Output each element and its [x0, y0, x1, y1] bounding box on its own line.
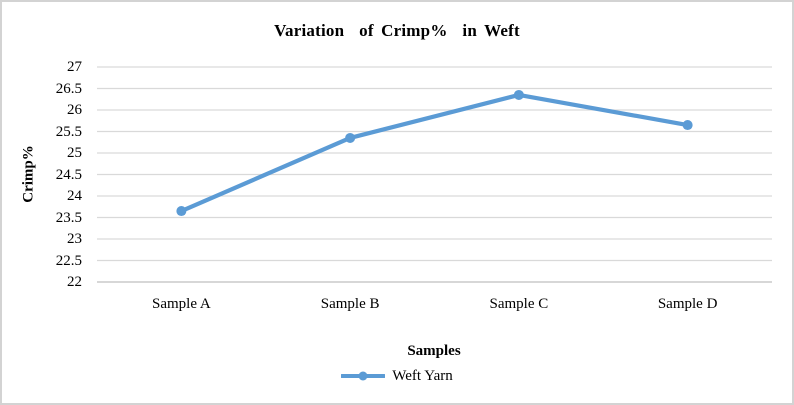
x-tick-label: Sample A — [152, 296, 211, 312]
y-tick-label: 26 — [67, 102, 82, 118]
data-point — [682, 120, 693, 131]
y-tick-label: 27 — [67, 59, 82, 75]
x-axis-title: Samples — [407, 343, 461, 359]
y-tick-label: 22 — [67, 274, 82, 290]
legend-line-marker-icon — [341, 371, 386, 381]
x-tick-label: Sample D — [657, 296, 718, 312]
x-tick-label: Sample C — [489, 296, 549, 312]
y-tick-label: 25 — [67, 145, 82, 161]
chart-title: Variation of Crimp% in Weft — [274, 21, 520, 40]
data-point — [513, 89, 524, 100]
legend: Weft Yarn — [2, 367, 792, 385]
y-tick-label: 26.5 — [55, 80, 82, 97]
y-tick-label: 22.5 — [55, 252, 82, 269]
legend-dot — [358, 371, 368, 381]
legend-label: Weft Yarn — [392, 368, 453, 384]
y-tick-label: 24 — [67, 188, 82, 204]
x-tick-label: Sample B — [320, 296, 380, 312]
y-tick-label: 25.5 — [55, 123, 82, 140]
data-point — [345, 132, 356, 143]
data-point — [176, 206, 187, 217]
plot-area — [97, 66, 772, 283]
y-tick-label: 24.5 — [55, 166, 82, 183]
y-tick-label: 23 — [67, 231, 82, 247]
y-tick-label: 23.5 — [55, 209, 82, 226]
series-line — [179, 92, 690, 214]
